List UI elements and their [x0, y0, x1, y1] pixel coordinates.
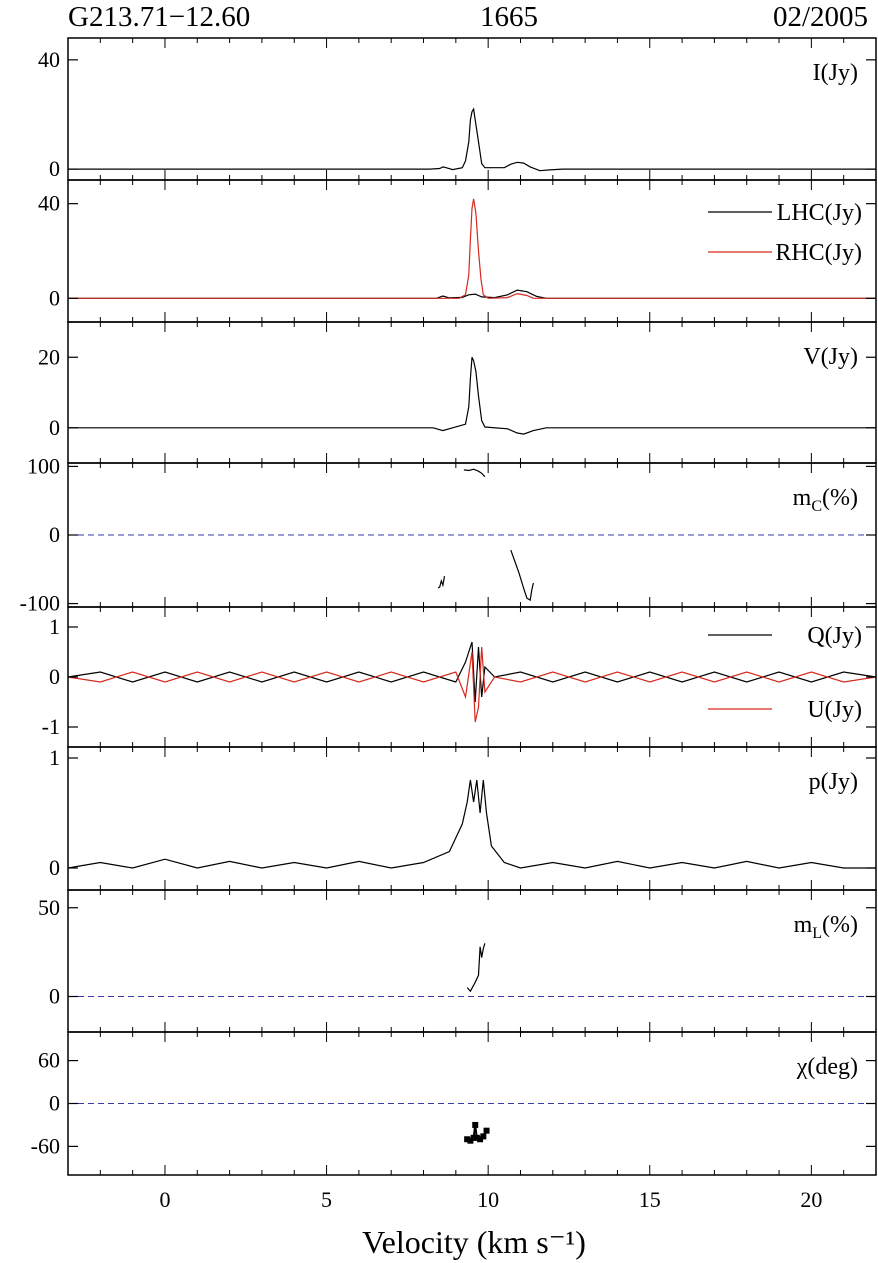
y-tick-label: 0: [49, 522, 60, 547]
panel-label-V: V(Jy): [803, 344, 858, 370]
legend-label-1: RHC(Jy): [775, 240, 862, 266]
panel-label-chi: χ(deg): [796, 1054, 858, 1080]
y-tick-label: 0: [49, 855, 60, 880]
panel-LHC-RHC: 0 40 LHC(Jy) RHC(Jy): [38, 179, 877, 323]
y-tick-label: 60: [38, 1048, 60, 1073]
x-axis-label: Velocity (km s⁻¹): [362, 1224, 586, 1260]
chi-marker: [483, 1127, 490, 1134]
y-tick-label: 100: [27, 453, 60, 478]
y-tick-label: 50: [38, 895, 60, 920]
legend-label-0: Q(Jy): [807, 623, 862, 649]
x-axis: 0 5 10 15 20: [159, 1187, 822, 1212]
x-tick-label: 20: [800, 1187, 822, 1212]
chi-marker: [464, 1136, 471, 1143]
series-mc-c: [510, 549, 534, 602]
y-tick-label: 1: [49, 614, 60, 639]
series-V(Jy): [68, 357, 876, 435]
series-U(Jy): [67, 646, 877, 723]
series-I(Jy): [68, 107, 876, 172]
series-LHC(Jy): [68, 289, 876, 299]
x-tick-label: 15: [639, 1187, 661, 1212]
panel-I: 0 40 I(Jy): [38, 37, 877, 181]
y-tick-label: 0: [49, 415, 60, 440]
panel-mc: -100 0 100 mC(%): [20, 453, 877, 616]
x-tick-label: 10: [477, 1187, 499, 1212]
y-tick-label: -60: [31, 1133, 60, 1158]
series-chi: [466, 1124, 488, 1142]
y-tick-label: 40: [38, 191, 60, 216]
panel-QU: -1 0 1 Q(Jy) U(Jy): [42, 606, 877, 748]
series-mc-a: [437, 575, 446, 589]
series-RHC(Jy): [68, 198, 876, 299]
header-date: 02/2005: [773, 1, 868, 33]
series-mc-b: [463, 468, 486, 478]
panel-frame: [67, 606, 877, 748]
series-Q(Jy): [67, 641, 877, 703]
panel-p: 0 1 p(Jy): [49, 745, 877, 891]
legend-label-0: LHC(Jy): [777, 200, 862, 226]
panel-V: 0 20 V(Jy): [38, 321, 877, 464]
panel-frame: [67, 889, 877, 1033]
y-tick-label: 0: [49, 984, 60, 1009]
panel-frame: [67, 37, 877, 181]
series-mL: [466, 943, 486, 993]
panel-label-p: p(Jy): [809, 769, 858, 795]
panel-label-mL: mL(%): [794, 912, 858, 942]
y-tick-label: 0: [49, 1091, 60, 1116]
y-tick-label: 0: [49, 156, 60, 181]
panel-mL: 0 50 mL(%): [38, 889, 877, 1033]
y-tick-label: 1: [49, 745, 60, 770]
panel-label-mc: mC(%): [793, 485, 858, 515]
panel-frame: [67, 179, 877, 323]
header-frequency: 1665: [480, 1, 538, 33]
y-tick-label: -1: [42, 714, 60, 739]
panel-label-I: I(Jy): [813, 60, 858, 86]
x-tick-label: 0: [159, 1187, 170, 1212]
x-tick-label: 5: [321, 1187, 332, 1212]
panel-frame: [67, 746, 877, 891]
y-tick-label: -100: [20, 591, 60, 616]
y-tick-label: 0: [49, 285, 60, 310]
y-tick-label: 40: [38, 47, 60, 72]
y-tick-label: 20: [38, 344, 60, 369]
panel-frame: [67, 321, 877, 464]
panel-chi: -60 0 60 χ(deg): [31, 1031, 877, 1176]
header-source: G213.71−12.60: [68, 1, 250, 33]
y-tick-label: 0: [49, 664, 60, 689]
legend-label-1: U(Jy): [807, 697, 862, 723]
series-p(Jy): [67, 779, 876, 869]
